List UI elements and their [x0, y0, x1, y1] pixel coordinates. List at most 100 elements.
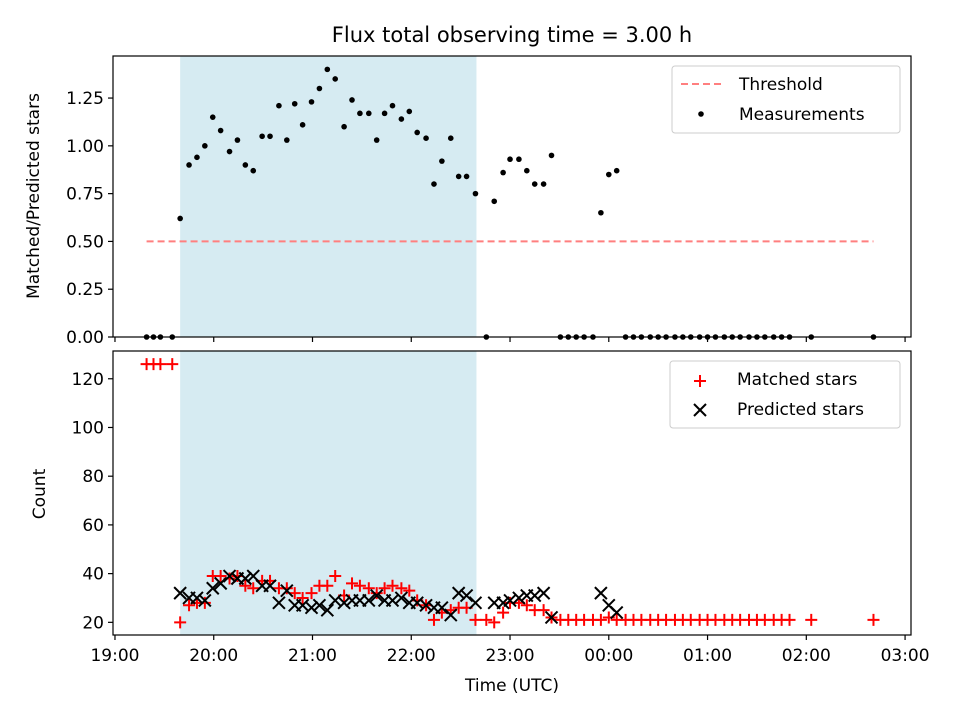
measurement-point — [234, 137, 241, 143]
predicted-star-point — [369, 588, 384, 603]
matched-star-point — [166, 358, 179, 371]
predicted-star-point — [512, 591, 526, 605]
predicted-star-point — [222, 569, 237, 583]
predicted-star-point — [272, 596, 286, 610]
matched-star-point — [154, 358, 167, 371]
predicted-star-point — [238, 571, 253, 586]
predicted-star-point — [312, 598, 327, 612]
measurement-point — [209, 114, 216, 120]
measurement-point — [226, 148, 233, 155]
legend-matched-marker — [694, 375, 706, 387]
measurement-point — [548, 152, 555, 159]
measurement-point — [276, 102, 282, 109]
x-tick-label: 21:00 — [288, 646, 337, 666]
y-tick-label: 120 — [72, 370, 104, 390]
measurement-point — [186, 162, 192, 168]
predicted-star-point — [459, 588, 474, 603]
measurement-point — [524, 167, 530, 174]
matched-star-point — [480, 613, 493, 626]
measurement-point — [500, 169, 506, 176]
measurement-point — [267, 133, 273, 140]
top-legend-box — [671, 65, 901, 134]
predicted-star-point — [410, 596, 424, 610]
predicted-star-point — [337, 596, 351, 610]
matched-star-point — [346, 577, 359, 590]
measurement-point — [439, 158, 445, 164]
x-tick-label: 02:00 — [782, 646, 831, 666]
axes-frame — [112, 350, 912, 636]
top-y-axis-label: Matched/Predicted stars — [24, 93, 44, 299]
predicted-star-point — [198, 593, 212, 608]
x-tick-label: 01:00 — [683, 646, 732, 666]
matched-star-point — [305, 587, 318, 600]
matched-star-point — [362, 582, 375, 595]
predicted-star-point — [213, 576, 228, 591]
bottom-legend-box — [669, 360, 901, 429]
predicted-star-point — [609, 605, 624, 620]
predicted-stars-series — [173, 569, 624, 625]
matched-star-point — [370, 587, 383, 600]
legend-measurements-label: Measurements — [739, 105, 865, 125]
measurement-point — [259, 133, 265, 140]
measurement-point — [299, 122, 306, 128]
measurement-point — [284, 137, 290, 143]
predicted-star-point — [263, 579, 277, 593]
predicted-star-point — [536, 586, 551, 600]
predicted-star-point — [528, 588, 542, 603]
matched-star-point — [239, 579, 252, 592]
y-tick-label: 0.50 — [66, 232, 104, 252]
measurement-point — [605, 171, 612, 178]
y-tick-label: 80 — [82, 467, 104, 487]
predicted-star-point — [280, 583, 294, 598]
y-tick-label: 1.00 — [66, 137, 104, 157]
y-tick-label: 0.00 — [66, 328, 104, 348]
top-axes: 0.00 0.25 0.50 0.75 1.00 1.25 — [66, 55, 912, 348]
measurement-point — [613, 167, 620, 174]
y-tick-label: 0.75 — [66, 185, 104, 205]
predicted-star-point — [385, 593, 400, 608]
predicted-star-point — [304, 601, 319, 615]
measurement-point — [507, 156, 513, 163]
matched-star-point — [321, 579, 334, 592]
measurement-point — [332, 76, 339, 82]
matched-star-point — [280, 582, 293, 595]
y-tick-label: 1.25 — [66, 89, 104, 109]
matched-star-point — [386, 579, 399, 592]
measurement-point — [194, 154, 200, 161]
measurement-point — [324, 66, 331, 73]
legend-predicted-label: Predicted stars — [737, 400, 864, 420]
matched-star-point — [214, 570, 227, 583]
measurement-point — [316, 85, 323, 92]
measurement-point — [423, 135, 429, 141]
measurement-point — [447, 135, 454, 141]
bottom-axes: 20 40 60 80 100 120 19:00 20:00 21:00 22:00 23:00 0… — [72, 350, 930, 666]
predicted-star-point — [206, 581, 220, 595]
predicted-star-point — [594, 586, 608, 600]
legend-measurements-marker — [698, 111, 704, 117]
measurement-point — [349, 97, 355, 103]
measurement-point — [357, 110, 363, 117]
x-tick-label: 19:00 — [90, 646, 139, 666]
x-tick-label: 03:00 — [881, 646, 930, 666]
axes-frame — [112, 55, 912, 338]
x-axis-label: Time (UTC) — [464, 676, 559, 696]
bottom-observing-window — [180, 351, 477, 635]
predicted-star-point — [444, 608, 458, 622]
measurement-point — [373, 137, 380, 143]
matched-star-point — [488, 616, 501, 629]
bottom-y-axis-label: Count — [30, 468, 50, 519]
top-legend: Threshold Measurements — [671, 65, 901, 134]
predicted-star-point — [173, 586, 187, 600]
measurement-point — [455, 173, 462, 180]
matched-star-point — [497, 606, 510, 619]
matched-star-point — [469, 613, 482, 626]
matched-star-point — [174, 616, 187, 629]
measurement-point — [365, 110, 372, 117]
predicted-star-point — [468, 596, 483, 610]
matched-star-point — [231, 570, 244, 583]
predicted-star-point — [320, 603, 335, 617]
predicted-star-point — [544, 610, 559, 625]
measurement-point — [250, 167, 257, 174]
x-tick-label: 20:00 — [189, 646, 238, 666]
top-observing-window — [180, 56, 477, 337]
